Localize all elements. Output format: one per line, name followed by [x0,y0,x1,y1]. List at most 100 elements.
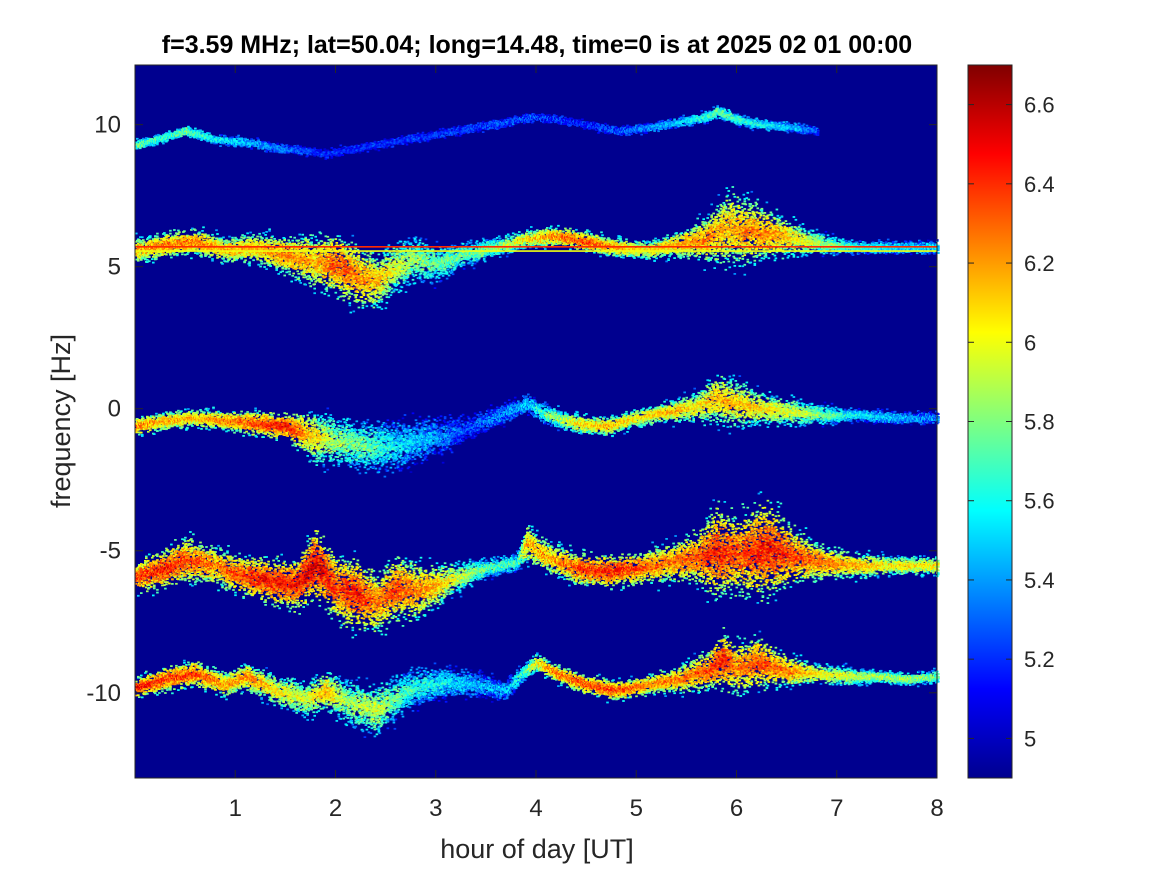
heatmap-cell [165,583,168,585]
heatmap-cell [253,565,256,567]
heatmap-cell [216,582,219,584]
heatmap-cell [190,576,193,578]
heatmap-cell [221,587,224,589]
heatmap-cell [147,560,150,562]
heatmap-cell [170,544,173,546]
heatmap-cell [258,565,261,567]
heatmap-cell [156,555,159,557]
heatmap-cell [221,578,224,580]
heatmap-cell [188,567,191,569]
heatmap-cell [194,573,197,575]
heatmap-cell [152,595,155,597]
heatmap-cell [177,547,180,549]
heatmap-cell [174,576,177,578]
heatmap-cell [231,557,234,559]
heatmap-cell [184,540,187,542]
heatmap-cell [251,594,254,596]
heatmap-cell [217,545,220,547]
heatmap-cell [151,557,154,559]
heatmap-cell [226,552,229,554]
heatmap-cell [216,560,219,562]
heatmap-cell [274,568,277,570]
heatmap-cell [263,570,266,572]
heatmap-cell [137,595,140,597]
heatmap-cell [265,569,268,571]
heatmap-cell [273,606,276,608]
heatmap-cell [260,562,263,564]
heatmap-cell [156,589,159,591]
heatmap-cell [261,596,264,598]
heatmap-cell [142,585,145,587]
heatmap-cell [182,543,185,545]
heatmap-cell [202,549,205,551]
heatmap-cell [175,574,178,576]
heatmap-cell [181,579,184,581]
heatmap-cell [158,579,161,581]
heatmap-cell [165,555,168,557]
heatmap-cell [146,590,149,592]
heatmap-cell [225,589,228,591]
heatmap-cell [270,595,273,597]
heatmap-cell [272,560,275,562]
heatmap-cell [150,586,153,588]
heatmap-cell [215,548,218,550]
heatmap-cell [202,551,205,553]
heatmap-cell [151,583,154,585]
heatmap-cell [177,545,180,547]
heatmap-cell [267,561,270,563]
heatmap-cell [192,579,195,581]
heatmap-cell [201,573,204,575]
heatmap-cell [248,590,251,592]
chart-title: f=3.59 MHz; lat=50.04; long=14.48, time=… [162,31,912,59]
heatmap-cell [153,586,156,588]
heatmap-cell [179,570,182,572]
heatmap-cell [148,554,151,556]
heatmap-cell [253,592,256,594]
heatmap-cell [211,547,214,549]
heatmap-cell [144,564,147,566]
heatmap-cell [253,559,256,561]
heatmap-cell [238,589,241,591]
heatmap-cell [242,597,245,599]
heatmap-cell [171,583,174,585]
heatmap-cell [156,592,159,594]
heatmap-cell [192,533,195,535]
heatmap-cell [191,541,194,543]
heatmap-cell [205,578,208,580]
heatmap-cell [270,568,273,570]
heatmap-cell [224,584,227,586]
heatmap-cell [169,573,172,575]
heatmap-cell [267,564,270,566]
heatmap-cell [182,570,185,572]
heatmap-cell [148,584,151,586]
heatmap-cell [246,559,249,561]
heatmap-cell [183,573,186,575]
heatmap-cell [267,572,270,574]
heatmap-cell [223,553,226,555]
heatmap-cell [248,555,251,557]
heatmap-cell [259,567,262,569]
heatmap-cell [238,553,241,555]
heatmap-cell [232,589,235,591]
heatmap-cell [267,597,270,599]
heatmap-cell [194,583,197,585]
heatmap-cell [234,592,237,594]
heatmap-cell [248,563,251,565]
heatmap-cell [163,552,166,554]
heatmap-cell [260,598,263,600]
heatmap-cell [248,574,251,576]
heatmap-cell [148,577,151,579]
heatmap-cell [220,549,223,551]
heatmap-cell [161,582,164,584]
heatmap-cell [244,556,247,558]
heatmap-cell [188,565,191,567]
heatmap-cell [221,585,224,587]
heatmap-cell [214,551,217,553]
heatmap-cell [264,599,267,601]
heatmap-cell [209,549,212,551]
heatmap-cell [192,556,195,558]
heatmap-cell [168,583,171,585]
heatmap-cell [249,567,252,569]
heatmap-cell [225,561,228,563]
